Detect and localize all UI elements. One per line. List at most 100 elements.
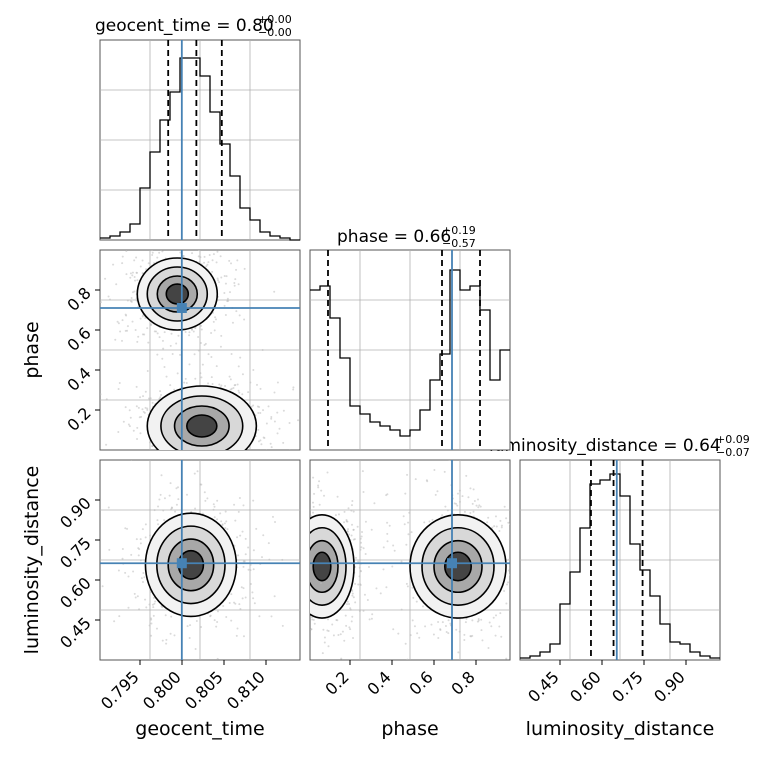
sample-point [409, 634, 412, 637]
sample-point [431, 518, 434, 521]
sample-point [232, 386, 235, 389]
sample-point [494, 515, 497, 518]
sample-point [312, 501, 315, 504]
sample-point [115, 283, 118, 286]
sample-point [226, 457, 228, 459]
sample-point [346, 600, 349, 603]
sample-point [406, 585, 409, 588]
sample-point [301, 567, 303, 569]
sample-point [178, 455, 180, 457]
sample-point [141, 259, 144, 262]
sample-point [203, 451, 205, 453]
sample-point [344, 614, 347, 617]
sample-point [235, 310, 238, 313]
sample-point [211, 270, 214, 273]
sample-point [223, 453, 225, 455]
sample-point [176, 451, 178, 453]
sample-point [126, 325, 129, 328]
sample-point [239, 608, 242, 611]
sample-point [130, 553, 133, 556]
sample-point [513, 509, 515, 511]
sample-point [302, 605, 304, 607]
sample-point [304, 545, 306, 547]
sample-point [204, 455, 206, 457]
sample-point [237, 283, 240, 286]
sample-point [141, 580, 144, 583]
sample-point [127, 575, 130, 578]
sample-point [352, 596, 355, 599]
sample-point [407, 521, 410, 524]
sample-point [169, 482, 172, 485]
sample-point [141, 408, 144, 411]
sample-point [512, 596, 514, 598]
luminosity-distance-ytick: 0.75 [56, 533, 95, 572]
sample-point [252, 568, 255, 571]
sample-point [505, 517, 508, 520]
sample-point [505, 602, 508, 605]
sample-point [212, 320, 215, 323]
sample-point [121, 262, 124, 265]
sample-point [307, 526, 309, 528]
sample-point [345, 624, 348, 627]
sample-point [230, 353, 233, 356]
sample-point [225, 520, 228, 523]
sample-point [350, 534, 353, 537]
sample-point [317, 484, 320, 487]
sample-point [370, 528, 373, 531]
sample-point [355, 556, 358, 559]
sample-point [185, 493, 188, 496]
sample-point [262, 534, 265, 537]
sample-point [150, 622, 153, 625]
sample-point [302, 548, 304, 550]
sample-point [444, 505, 447, 508]
sample-point [137, 554, 140, 557]
sample-point [359, 541, 362, 544]
sample-point [500, 526, 503, 529]
sample-point [169, 384, 172, 387]
sample-point [129, 272, 132, 275]
sample-point [235, 634, 238, 637]
density-group-4 [93, 460, 284, 660]
sample-point [312, 505, 315, 508]
sample-point [222, 604, 225, 607]
histogram-step-0 [100, 57, 300, 241]
sample-point [302, 537, 304, 539]
sample-point [134, 596, 137, 599]
title-phase: phase = 0.66 [337, 227, 451, 247]
sample-point [244, 596, 247, 599]
sample-point [206, 497, 209, 500]
sample-point [441, 514, 444, 517]
sample-point [139, 432, 142, 435]
sample-point [507, 521, 510, 524]
sample-point [307, 580, 309, 582]
sample-point [262, 409, 265, 412]
sample-point [268, 558, 271, 561]
sample-point [306, 575, 308, 577]
sample-point [93, 524, 95, 526]
sample-point [491, 526, 494, 529]
phase-ytick: 0.6 [63, 323, 94, 354]
sample-point [434, 493, 437, 496]
sample-point [517, 555, 519, 557]
sample-point [165, 375, 168, 378]
sample-point [382, 568, 385, 571]
sample-point [152, 606, 155, 609]
sample-point [471, 619, 474, 622]
sample-point [212, 452, 214, 454]
sample-point [155, 627, 158, 630]
sample-point [370, 617, 373, 620]
sample-point [475, 504, 478, 507]
sample-point [336, 495, 339, 498]
sample-point [170, 615, 173, 618]
sample-point [198, 260, 201, 263]
sample-point [282, 409, 285, 412]
sample-point [447, 632, 450, 635]
sample-point [142, 395, 145, 398]
sample-point [162, 509, 165, 512]
sample-point [255, 383, 258, 386]
density-contour [165, 283, 190, 305]
sample-point [139, 265, 142, 268]
sample-point [400, 608, 403, 611]
sample-point [161, 357, 164, 360]
sample-point [121, 255, 124, 258]
